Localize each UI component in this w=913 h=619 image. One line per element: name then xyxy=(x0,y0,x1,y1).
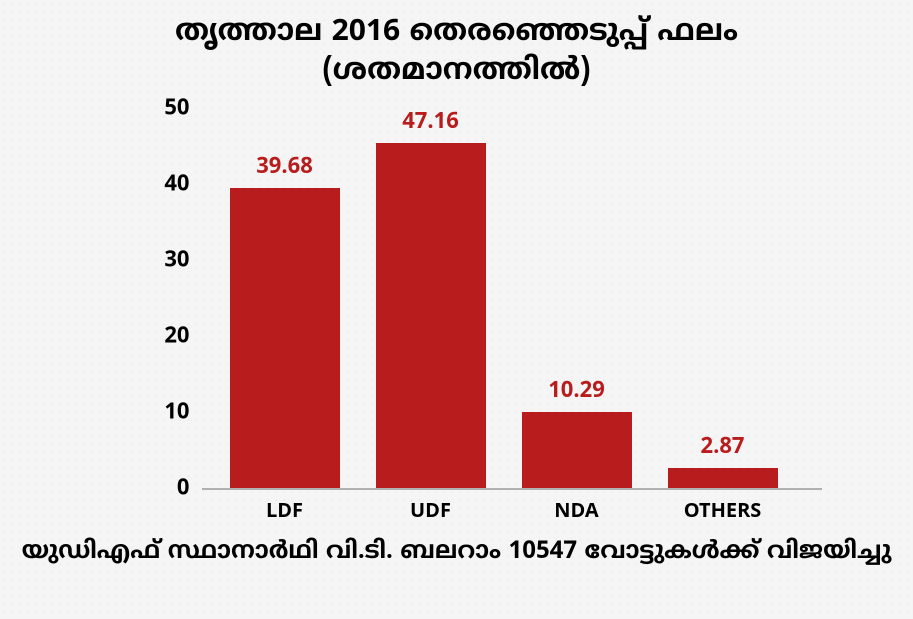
footer-text: യുഡിഎഫ് സ്ഥാനാർഥി വി.ടി. ബലറാം 10547 വോട… xyxy=(22,538,892,568)
bar-value-label: 2.87 xyxy=(700,435,744,462)
bar-value-label: 10.29 xyxy=(548,379,605,406)
bar-group: 39.68 xyxy=(230,110,340,490)
bar-value-label: 47.16 xyxy=(402,110,459,137)
x-axis-label: UDF xyxy=(376,500,486,525)
chart-title-line2: (ശതമാനത്തിൽ) xyxy=(175,53,738,92)
bars-container: 39.68 47.16 10.29 2.87 xyxy=(230,110,778,490)
bar-group: 10.29 xyxy=(522,110,632,490)
bar xyxy=(522,412,632,490)
y-tick-label: 30 xyxy=(164,249,189,276)
y-tick-label: 50 xyxy=(164,97,189,124)
bar xyxy=(668,468,778,490)
y-tick-label: 20 xyxy=(164,325,189,352)
chart-title-line1: തൃത്താല 2016 തെരഞ്ഞെടുപ്പ് ഫലം xyxy=(175,14,738,53)
chart-plot: 01020304050 39.6847.1610.292.87 xyxy=(142,110,822,490)
bar-group: 2.87 xyxy=(668,110,778,490)
y-tick-label: 0 xyxy=(177,477,190,504)
bar xyxy=(376,143,486,490)
bar xyxy=(230,188,340,490)
x-axis-label: OTHERS xyxy=(668,500,778,525)
x-axis-label: NDA xyxy=(522,500,632,525)
chart-area: 01020304050 39.6847.1610.292.87 LDFUDFND… xyxy=(142,110,822,490)
y-axis: 01020304050 xyxy=(142,110,202,490)
x-axis-labels: LDF UDF NDA OTHERS xyxy=(230,490,778,525)
y-tick-label: 10 xyxy=(164,401,189,428)
y-tick-label: 40 xyxy=(164,173,189,200)
bar-group: 47.16 xyxy=(376,110,486,490)
chart-title: തൃത്താല 2016 തെരഞ്ഞെടുപ്പ് ഫലം (ശതമാനത്ത… xyxy=(175,14,738,92)
bar-value-label: 39.68 xyxy=(256,155,313,182)
x-axis-label: LDF xyxy=(230,500,340,525)
